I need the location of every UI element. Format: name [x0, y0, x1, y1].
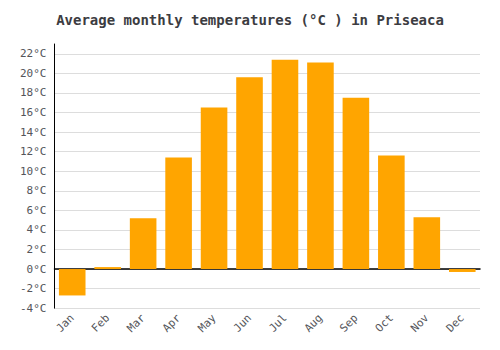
svg-text:Jun: Jun [231, 312, 254, 335]
svg-text:Jul: Jul [266, 312, 289, 335]
svg-text:4°C: 4°C [27, 223, 47, 236]
svg-text:20°C: 20°C [20, 67, 47, 80]
svg-text:22°C: 22°C [20, 47, 47, 60]
svg-text:10°C: 10°C [20, 165, 47, 178]
svg-text:May: May [195, 311, 218, 334]
svg-text:Feb: Feb [89, 312, 112, 335]
svg-text:Aug: Aug [302, 312, 325, 335]
svg-text:2°C: 2°C [27, 243, 47, 256]
svg-text:8°C: 8°C [27, 184, 47, 197]
svg-text:18°C: 18°C [20, 86, 47, 99]
svg-text:Nov: Nov [408, 311, 431, 334]
svg-text:Dec: Dec [444, 312, 467, 335]
svg-text:6°C: 6°C [27, 204, 47, 217]
svg-text:16°C: 16°C [20, 106, 47, 119]
svg-text:-2°C: -2°C [20, 282, 47, 295]
svg-text:Apr: Apr [160, 311, 183, 334]
svg-text:12°C: 12°C [20, 145, 47, 158]
svg-text:Jan: Jan [54, 312, 77, 335]
svg-text:14°C: 14°C [20, 126, 47, 139]
svg-text:Sep: Sep [337, 312, 360, 335]
svg-text:Average monthly temperatures (: Average monthly temperatures (°C ) in Pr… [56, 12, 444, 28]
svg-text:0°C: 0°C [27, 263, 47, 276]
svg-text:Oct: Oct [373, 312, 396, 335]
svg-text:-4°C: -4°C [20, 302, 47, 315]
svg-text:Mar: Mar [125, 311, 148, 334]
